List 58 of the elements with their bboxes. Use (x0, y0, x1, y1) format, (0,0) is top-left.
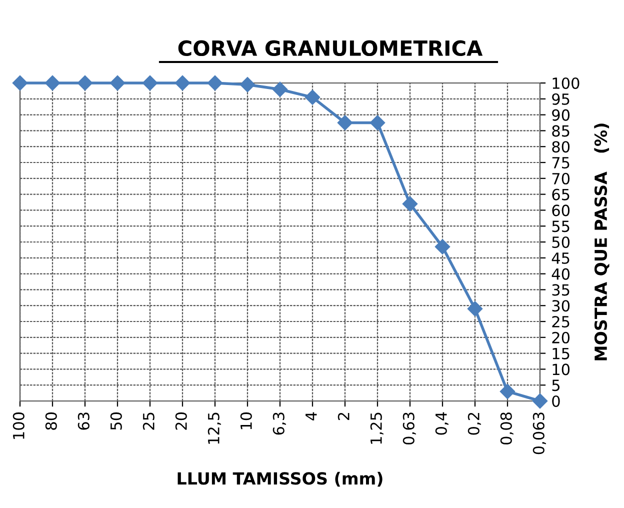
x-tick-label: 6,3 (272, 412, 286, 435)
x-tick-label: 4 (306, 412, 317, 420)
point (370, 115, 386, 130)
point (434, 239, 450, 254)
x-tick-label: 0,4 (435, 412, 448, 435)
point (77, 75, 93, 91)
point (304, 90, 320, 105)
y-tick-label: 0 (552, 395, 560, 408)
point (532, 393, 548, 409)
y-tick-label: 60 (552, 204, 570, 216)
point (12, 75, 28, 91)
point (44, 75, 60, 91)
y-tick-label: 65 (552, 188, 570, 200)
y-tick-label: 20 (552, 332, 570, 344)
y-tick-label: 80 (552, 141, 570, 153)
x-tick-label: 0,08 (500, 412, 514, 444)
y-tick-label: 15 (552, 348, 570, 360)
point (337, 115, 353, 130)
point (467, 301, 483, 316)
point (110, 75, 126, 91)
y-tick-label: 85 (552, 125, 570, 137)
y-tick-label: 45 (552, 252, 570, 264)
x-tick-label: 63 (78, 412, 90, 430)
y-tick-label: 100 (552, 77, 580, 90)
x-tick-label: 100 (12, 412, 24, 439)
y-tick-label: 25 (552, 316, 570, 328)
y-tick-label: 90 (552, 109, 570, 121)
point (142, 75, 158, 91)
x-tick-label: 0,2 (468, 412, 481, 435)
point (272, 82, 288, 97)
x-tick-label: 2 (338, 412, 350, 420)
y-tick-label: 5 (552, 380, 560, 392)
y-tick-label: 75 (552, 157, 570, 169)
x-tick-label: 50 (110, 412, 122, 430)
x-tick-label: 0,63 (402, 412, 416, 444)
y-tick-label: 55 (552, 220, 570, 232)
x-tick-label: 20 (175, 412, 187, 430)
x-tick-label: 80 (45, 412, 57, 430)
point (402, 196, 418, 212)
point (240, 77, 256, 92)
chart-title: CORVA GRANULOMETRICA (178, 40, 483, 56)
y-tick-label: 70 (552, 172, 570, 184)
point (174, 75, 190, 91)
x-tick-label: 0,063 (532, 412, 546, 454)
y-tick-label: 35 (552, 284, 570, 296)
x-axis-title: LLUM TAMISSOS (mm) (178, 472, 382, 487)
x-tick-label: 1,25 (370, 412, 384, 444)
point (207, 75, 223, 91)
y-axis-title: MOSTRA QUE PASSA (%) (594, 124, 610, 360)
y-tick-label: 95 (552, 93, 570, 105)
x-tick-label: 25 (142, 412, 154, 430)
y-tick-label: 30 (552, 300, 570, 312)
point (500, 384, 516, 400)
y-tick-label: 40 (552, 268, 570, 280)
y-tick-label: 50 (552, 236, 570, 248)
x-tick-label: 12,5 (208, 412, 221, 444)
y-tick-label: 10 (552, 364, 570, 376)
x-tick-label: 10 (240, 412, 252, 430)
